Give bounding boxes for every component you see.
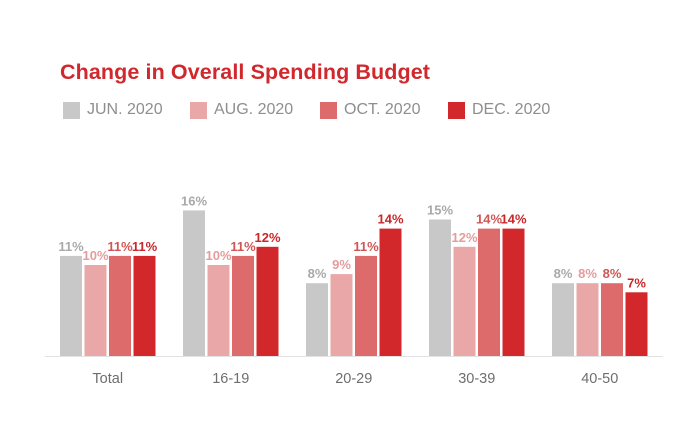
bar-16-19-jun-2020 (183, 210, 205, 356)
bar-40-50-dec-2020 (625, 292, 648, 356)
bar-16-19-aug-2020 (207, 265, 230, 356)
legend-swatch-jun-2020 (63, 101, 80, 119)
chart-title: Change in Overall Spending Budget (60, 60, 431, 84)
data-label-20-29-dec-2020: 14% (377, 212, 403, 227)
data-label-16-19-oct-2020: 11% (230, 239, 256, 254)
bar-30-39-oct-2020 (478, 228, 500, 356)
legend-label-oct-2020: OCT. 2020 (344, 101, 421, 118)
data-label-total-oct-2020: 11% (107, 239, 133, 254)
data-label-40-50-oct-2020: 8% (603, 266, 622, 281)
legend-label-dec-2020: DEC. 2020 (472, 101, 551, 118)
data-label-30-39-dec-2020: 14% (500, 212, 526, 227)
data-label-total-dec-2020: 11% (132, 239, 158, 254)
legend-item-oct-2020: OCT. 2020 (320, 101, 420, 119)
data-label-30-39-aug-2020: 12% (451, 230, 477, 245)
legend-item-jun-2020: JUN. 2020 (63, 101, 163, 119)
data-label-total-aug-2020: 10% (82, 248, 108, 263)
data-label-20-29-jun-2020: 8% (308, 266, 327, 281)
data-label-30-39-oct-2020: 14% (476, 212, 502, 227)
bar-20-29-oct-2020 (355, 255, 377, 356)
data-label-16-19-aug-2020: 10% (205, 248, 231, 263)
bar-total-oct-2020 (109, 255, 131, 356)
bar-30-39-aug-2020 (453, 246, 476, 356)
x-tick-label-16-19: 16-19 (212, 371, 249, 387)
data-label-16-19-dec-2020: 12% (254, 230, 280, 245)
data-label-40-50-dec-2020: 7% (627, 275, 646, 290)
legend-swatch-dec-2020 (448, 101, 465, 119)
data-label-20-29-aug-2020: 9% (332, 257, 351, 272)
legend-swatch-aug-2020 (190, 101, 207, 119)
bar-16-19-oct-2020 (232, 255, 254, 356)
x-tick-label-total: Total (92, 371, 123, 387)
data-label-20-29-oct-2020: 11% (353, 239, 379, 254)
bar-30-39-jun-2020 (429, 219, 451, 356)
data-label-total-jun-2020: 11% (58, 239, 84, 254)
x-tick-label-30-39: 30-39 (458, 371, 495, 387)
bar-20-29-jun-2020 (306, 283, 328, 356)
x-tick-label-40-50: 40-50 (581, 371, 618, 387)
data-label-16-19-jun-2020: 16% (181, 193, 207, 208)
bar-total-aug-2020 (84, 265, 107, 356)
bar-30-39-dec-2020 (502, 228, 525, 356)
bar-20-29-dec-2020 (379, 228, 402, 356)
data-label-30-39-jun-2020: 15% (427, 203, 453, 218)
bar-40-50-oct-2020 (601, 283, 623, 356)
bar-40-50-jun-2020 (552, 283, 574, 356)
bar-40-50-aug-2020 (576, 283, 599, 356)
legend-label-aug-2020: AUG. 2020 (214, 101, 294, 118)
legend-item-dec-2020: DEC. 2020 (448, 101, 550, 119)
data-label-40-50-aug-2020: 8% (578, 266, 597, 281)
bar-total-jun-2020 (60, 255, 82, 356)
legend-item-aug-2020: AUG. 2020 (190, 101, 293, 119)
bar-16-19-dec-2020 (256, 246, 279, 356)
legend-label-jun-2020: JUN. 2020 (87, 101, 163, 118)
x-tick-label-20-29: 20-29 (335, 371, 372, 387)
bar-total-dec-2020 (133, 255, 156, 356)
legend-swatch-oct-2020 (320, 101, 337, 119)
data-label-40-50-jun-2020: 8% (554, 266, 573, 281)
bar-20-29-aug-2020 (330, 274, 353, 356)
